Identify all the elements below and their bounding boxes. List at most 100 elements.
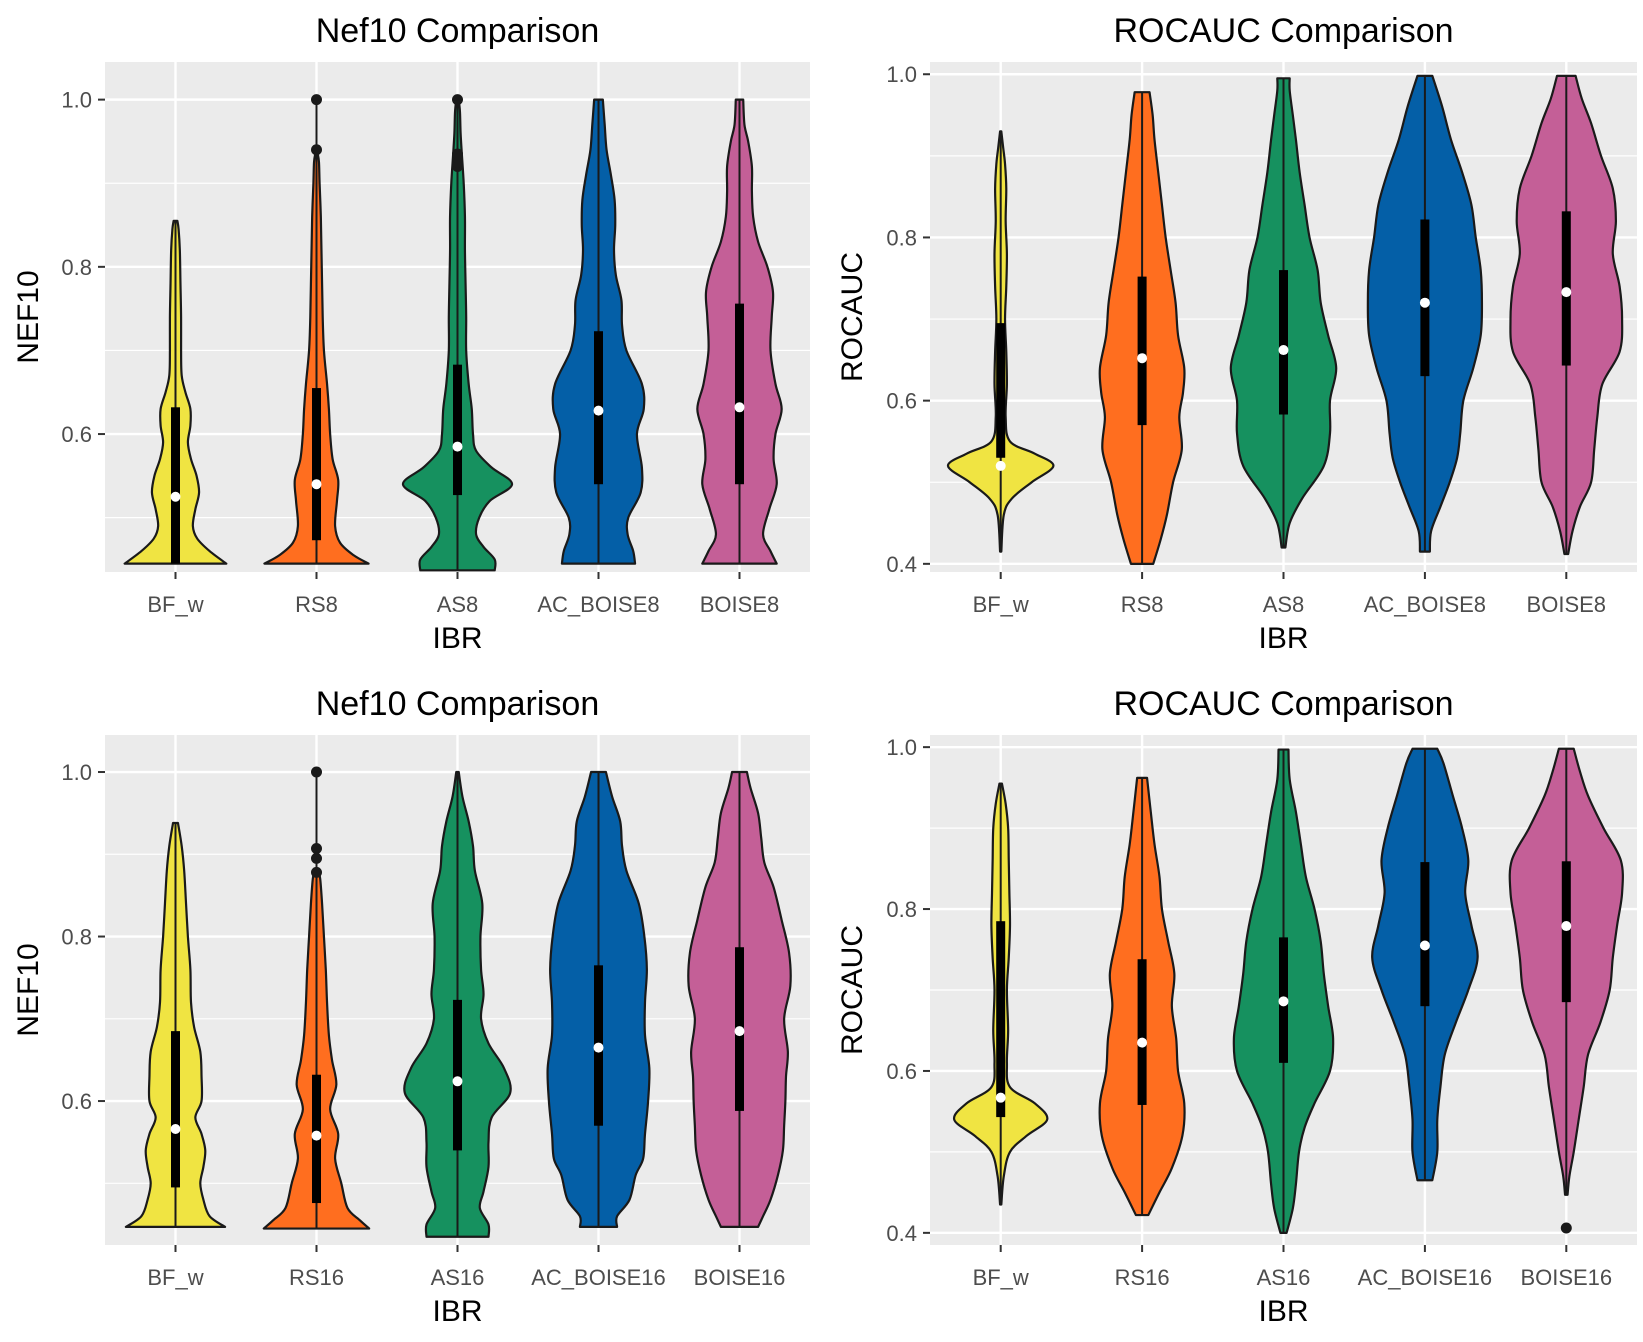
violin-as16 [403,770,512,1238]
median-point [734,1026,745,1037]
iqr-box [1279,270,1288,415]
violin-bf-w [124,821,227,1228]
y-tick-label: 0.8 [61,255,92,280]
x-axis-title: IBR [432,1295,482,1328]
y-tick-label: 1.0 [61,760,92,785]
x-axis-title: IBR [432,622,482,655]
iqr-box [996,323,1006,458]
median-point [593,405,604,416]
median-point [995,460,1006,471]
iqr-box [996,921,1006,1118]
outlier-point [1560,1222,1572,1234]
median-point [452,1076,463,1087]
median-point [170,1124,181,1135]
median-point [311,479,322,490]
median-point [1419,297,1430,308]
iqr-box [1137,276,1147,426]
x-tick-label: AS8 [437,592,479,617]
violin-ac-boise16 [546,770,651,1228]
violin-as16 [1232,748,1335,1234]
iqr-box [171,407,180,564]
x-tick-label: AC_BOISE8 [1364,592,1486,617]
median-point [452,441,463,452]
outlier-point [311,852,322,864]
violin-as8 [1229,77,1338,549]
outlier-point [311,843,322,855]
panel-4: BF_w RS16 AS16 AC_BOISE16 BOISE16 0.4 0.6 0.8 1.… [836,685,1637,1328]
median-point [1419,940,1430,951]
x-tick-label: BF_w [973,592,1029,617]
y-tick-label: 1.0 [61,88,92,113]
outlier-point [311,144,322,156]
y-tick-label: 0.8 [61,925,92,950]
iqr-box [735,303,744,485]
x-tick-label: RS16 [1115,1265,1170,1290]
x-tick-label: BOISE8 [700,592,779,617]
panel-2: BF_w RS8 AS8 AC_BOISE8 BOISE8 0.4 0.6 0.8 1.0 ROC… [836,12,1637,655]
y-tick-label: 1.0 [886,735,917,760]
x-tick-label: BOISE8 [1527,592,1606,617]
x-tick-label: AS16 [431,1265,485,1290]
y-tick-label: 0.8 [886,225,917,250]
violin-boise16 [1508,747,1624,1234]
iqr-box [1561,861,1571,1003]
median-point [1137,1037,1148,1048]
outlier-point [311,766,322,778]
iqr-box [312,388,321,541]
y-axis-title: NEF10 [12,270,45,363]
violin-ac-boise16 [1371,747,1479,1182]
y-tick-label: 0.4 [886,1221,917,1246]
x-tick-label: BOISE16 [1520,1265,1612,1290]
median-point [1278,345,1289,356]
outlier-point [311,866,322,878]
x-tick-label: AS16 [1257,1265,1311,1290]
x-tick-label: BF_w [147,592,203,617]
violin-rs16 [1098,776,1186,1217]
iqr-box [453,999,462,1151]
x-tick-label: BOISE16 [694,1265,786,1290]
panel-1: BF_w RS8 AS8 AC_BOISE8 BOISE8 0.6 0.8 1.0 Nef10 … [12,12,810,655]
violin-ac-boise8 [551,98,646,565]
outlier-point [311,94,322,106]
median-point [311,1130,322,1141]
median-point [1561,287,1572,298]
x-tick-label: RS8 [1121,592,1164,617]
iqr-box [171,1031,180,1188]
violin-rs16 [262,766,371,1230]
iqr-box [1420,862,1430,1007]
y-tick-label: 0.6 [886,389,917,414]
median-point [1137,353,1148,364]
median-point [734,402,745,413]
y-axis-title: ROCAUC [836,252,869,382]
x-axis-title: IBR [1258,622,1308,655]
median-point [170,491,181,502]
y-axis-title: ROCAUC [836,925,869,1055]
outlier-point [452,94,463,106]
panel-title: Nef10 Comparison [316,12,599,50]
x-tick-label: RS8 [295,592,338,617]
violin-boise8 [1509,74,1624,556]
median-point [1561,921,1572,932]
x-tick-label: RS16 [289,1265,344,1290]
y-tick-label: 0.6 [886,1059,917,1084]
x-tick-label: AC_BOISE8 [537,592,659,617]
iqr-box [453,364,462,496]
median-point [995,1092,1006,1103]
violin-ac-boise8 [1366,74,1484,553]
violin-rs8 [263,94,370,565]
y-tick-label: 1.0 [886,62,917,87]
y-tick-label: 0.8 [886,897,917,922]
violin-bf-w [123,219,228,565]
violin-boise8 [696,98,783,565]
x-tick-label: BF_w [147,1265,203,1290]
iqr-box [1137,959,1147,1105]
y-tick-label: 0.6 [61,422,92,447]
x-tick-label: AC_BOISE16 [531,1265,666,1290]
y-tick-label: 0.6 [61,1089,92,1114]
violin-as8 [401,94,514,572]
violin-bf-w [946,130,1055,553]
y-tick-label: 0.4 [886,552,917,577]
violin-bf-w [952,782,1049,1206]
